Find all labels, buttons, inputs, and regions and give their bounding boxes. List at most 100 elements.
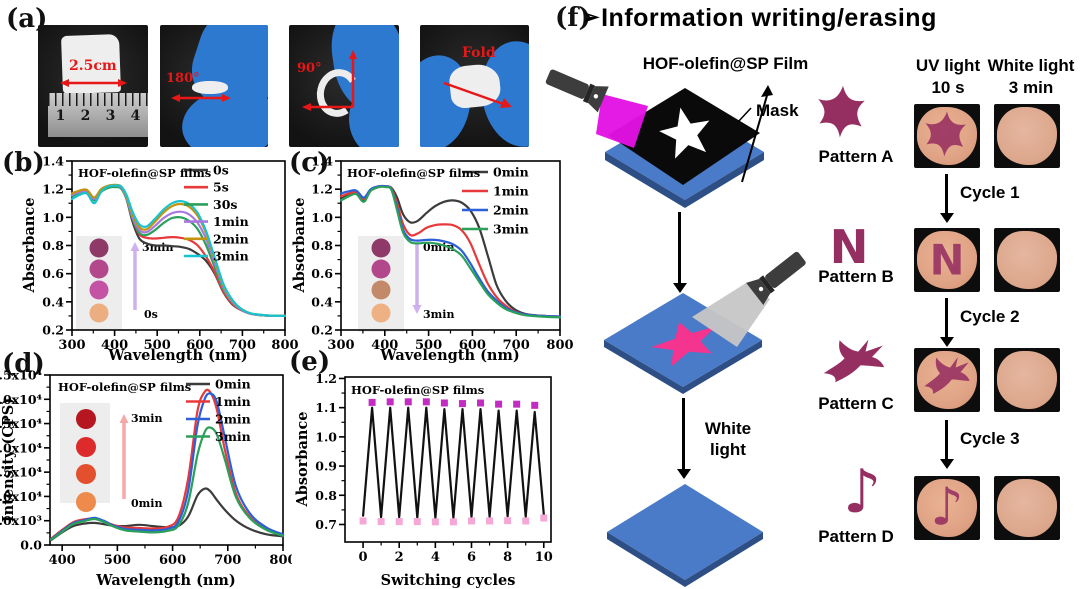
erase-arrow-down	[676, 398, 691, 479]
photo-film-on-ruler: 1 2 3 4 2.5cm	[38, 25, 148, 147]
photo-pattern-a-erased	[994, 104, 1060, 168]
pattern-d-shape: ♪	[843, 460, 881, 526]
film-sample	[997, 351, 1057, 409]
svg-text:♪: ♪	[843, 460, 881, 526]
svg-text:400: 400	[49, 553, 76, 568]
pattern-b-shape: N	[830, 220, 869, 274]
chart-c-absorbance-vs-wavelength-visible: 0min 3min 300 400 500 600 700 800 0.2 0.4 0.6 0.8 1.…	[291, 154, 574, 365]
fold-annotation: Fold	[462, 45, 496, 61]
ruler-number: 2	[80, 108, 91, 124]
svg-text:500: 500	[415, 338, 442, 353]
photo-pattern-c-erased	[994, 348, 1060, 412]
svg-text:0.2: 0.2	[42, 323, 64, 338]
svg-text:0.4: 0.4	[42, 294, 64, 309]
panel-d-label: (d)	[2, 349, 45, 379]
svg-text:3min: 3min	[493, 222, 529, 237]
bend-annotation: 90°	[297, 61, 322, 76]
svg-text:0.2: 0.2	[311, 323, 333, 338]
svg-text:600: 600	[159, 553, 186, 568]
film-sample	[997, 231, 1057, 289]
svg-text:30s: 30s	[213, 197, 237, 212]
svg-text:2.5x10⁴: 2.5x10⁴	[0, 416, 43, 431]
svg-text:500: 500	[104, 553, 131, 568]
cycle-1-arrow	[939, 174, 954, 223]
svg-text:800: 800	[271, 338, 298, 353]
film-annotation-arrowhead	[761, 85, 773, 97]
svg-text:Absorbance: Absorbance	[294, 412, 311, 508]
film-piece	[192, 81, 228, 94]
uv-flashlight-icon	[545, 69, 609, 113]
svg-text:0min: 0min	[215, 377, 251, 392]
svg-text:HOF-olefin@SP films: HOF-olefin@SP films	[351, 383, 484, 397]
white-light-caption: White light	[704, 419, 752, 460]
ruler-number: 1	[55, 108, 66, 124]
written-film-scene	[604, 251, 806, 394]
svg-text:1.5x10⁴: 1.5x10⁴	[0, 465, 43, 480]
pattern-b-label: Pattern B	[818, 267, 894, 286]
photo-bend-90: 90°	[289, 25, 399, 147]
svg-text:Absorbance: Absorbance	[291, 198, 308, 294]
pattern-b-imprint: N	[930, 236, 965, 285]
cycle-2-arrow	[939, 298, 954, 347]
svg-text:HOF-olefin@SP films: HOF-olefin@SP films	[347, 166, 480, 180]
film-diagram	[607, 484, 763, 580]
panel-f-label: (f)	[555, 3, 591, 33]
svg-text:400: 400	[371, 338, 398, 353]
svg-text:Intensity (CPS): Intensity (CPS)	[0, 398, 17, 522]
svg-text:♪: ♪	[930, 482, 963, 534]
svg-text:4: 4	[431, 550, 440, 565]
ruler-number: 4	[130, 108, 141, 124]
chart-d-intensity-vs-wavelength: 3min 0min 400 500 600 700 800 0.0 5.0x10³ 1.0x10⁴…	[0, 368, 292, 589]
film-diagram-label: HOF-olefin@SP Film	[642, 54, 809, 73]
white-light-beam	[692, 283, 770, 347]
svg-text:0min: 0min	[423, 241, 454, 254]
svg-text:300: 300	[327, 338, 354, 353]
svg-text:1.4: 1.4	[311, 154, 333, 169]
svg-text:Absorbance: Absorbance	[21, 198, 38, 294]
svg-text:N: N	[830, 220, 869, 274]
svg-text:3min: 3min	[423, 308, 454, 321]
pattern-c-imprint	[924, 357, 970, 395]
photo-pattern-a-written	[914, 104, 980, 168]
svg-text:0.6: 0.6	[42, 266, 64, 281]
arrow-bullet-icon: ➢	[582, 6, 601, 29]
svg-text:0.8: 0.8	[311, 238, 333, 253]
pattern-c-shape	[823, 339, 885, 383]
svg-text:2: 2	[395, 550, 404, 565]
svg-text:0.8: 0.8	[315, 488, 337, 503]
svg-text:2min: 2min	[493, 203, 529, 218]
svg-text:700: 700	[214, 553, 241, 568]
svg-text:0.6: 0.6	[311, 266, 333, 281]
fold-arrow-icon	[443, 81, 512, 108]
uv-writing-scene	[545, 69, 773, 208]
bend-arrow-icon	[171, 94, 231, 102]
uv-column-header: UV light	[915, 56, 981, 75]
pattern-a-shape	[818, 85, 865, 138]
svg-text:0.7: 0.7	[315, 517, 337, 532]
ruler: 1 2 3 4	[48, 93, 148, 137]
svg-text:0min: 0min	[131, 497, 162, 510]
scale-annotation: 2.5cm	[69, 58, 117, 74]
svg-text:0.8: 0.8	[42, 238, 64, 253]
svg-text:5s: 5s	[213, 180, 229, 195]
pattern-d-label: Pattern D	[818, 527, 894, 546]
svg-text:800: 800	[269, 553, 292, 568]
svg-text:0: 0	[359, 550, 368, 565]
bend-annotation: 180°	[166, 71, 200, 86]
svg-text:5.0x10³: 5.0x10³	[0, 513, 42, 528]
process-arrow-down	[672, 212, 687, 293]
svg-text:1.4: 1.4	[42, 154, 64, 169]
photo-pattern-d-erased	[994, 476, 1060, 540]
svg-text:3min: 3min	[215, 429, 251, 444]
photo-pattern-b-erased	[994, 228, 1060, 292]
ruler-numbers: 1 2 3 4	[48, 108, 148, 124]
svg-text:1min: 1min	[215, 394, 251, 409]
cycle-3-arrow	[939, 420, 954, 469]
svg-text:500: 500	[144, 338, 171, 353]
svg-text:700: 700	[503, 338, 530, 353]
svg-text:1min: 1min	[493, 184, 529, 199]
cycle-2-label: Cycle 2	[960, 307, 1020, 326]
svg-text:3.5x10⁴: 3.5x10⁴	[0, 368, 43, 383]
svg-text:1.0: 1.0	[42, 210, 64, 225]
film-sample	[997, 479, 1057, 537]
